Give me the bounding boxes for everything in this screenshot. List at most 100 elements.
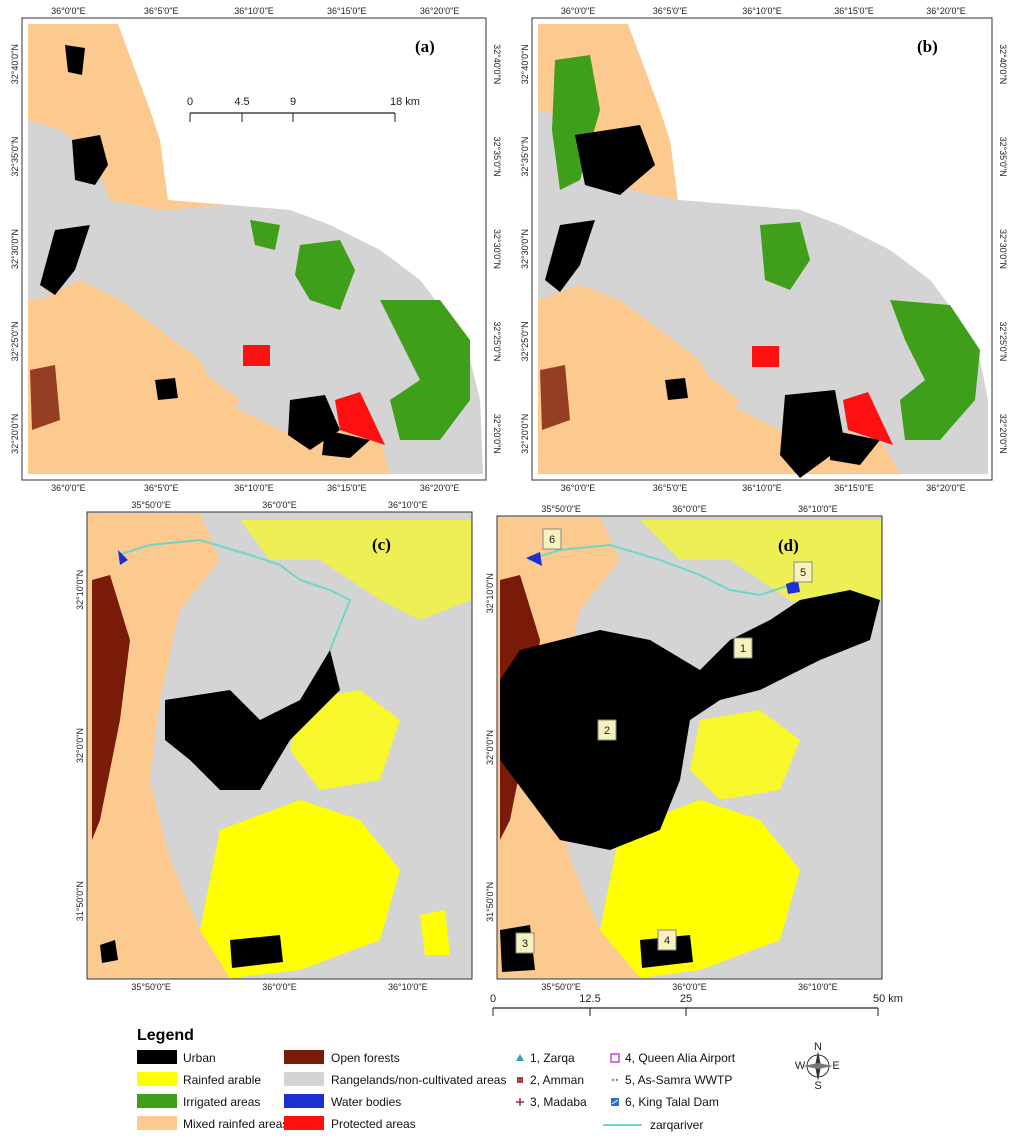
panel-a-protected: [243, 345, 270, 366]
panel-b-urban: [830, 430, 880, 465]
panel-c-left-tick: 32°10'0"N: [75, 570, 85, 610]
compass-w: W: [795, 1060, 806, 1072]
compass-n: N: [814, 1041, 822, 1053]
panel-a-irrigated: [380, 300, 470, 440]
panel-a-left-tick: 32°40'0"N: [10, 44, 20, 84]
scale-d-1: 12.5: [579, 993, 600, 1005]
panel-d-water: [786, 580, 800, 594]
legend-swatch: [137, 1116, 177, 1130]
legend-class-label: Rainfed arable: [183, 1073, 261, 1087]
panel-a-mixed-patch: [50, 330, 240, 450]
site-badge-1: 1: [733, 637, 753, 659]
legend-title: Legend: [137, 1027, 194, 1044]
site-badge-3: 3: [515, 932, 535, 954]
panel-c-forest: [92, 575, 130, 840]
panel-b-mixed-patch: [560, 330, 740, 450]
panel-c-bottom-tick: 35°50'0"E: [131, 982, 171, 992]
panel-c-top-tick: 36°0'0"E: [262, 500, 297, 510]
square-outline-icon: [610, 1053, 620, 1063]
panel-c-rainfed: [290, 690, 400, 790]
scale-a-2: 9: [290, 96, 296, 108]
panel-a-label: (a): [415, 37, 435, 56]
panel-b-left-tick: 32°25'0"N: [520, 321, 530, 361]
panel-a-right-tick: 32°30'0"N: [492, 229, 502, 269]
panel-d-rainfed: [640, 520, 881, 620]
panel-a-right-tick: 32°35'0"N: [492, 137, 502, 177]
site-badge-4: 4: [657, 929, 677, 951]
panel-c-rainfed: [200, 800, 400, 978]
panel-d-bottom-tick: 36°10'0"E: [798, 982, 838, 992]
panel-a-left-tick: 32°35'0"N: [10, 137, 20, 177]
panel-a-irrigated: [295, 240, 355, 310]
site-badge-3-label: 3: [522, 938, 528, 950]
legend-site-label: 1, Zarqa: [530, 1051, 575, 1065]
north-arrow-icon: N S E W: [795, 1041, 840, 1092]
panel-c-bottom-tick: 36°10'0"E: [388, 982, 428, 992]
legend-swatch: [284, 1072, 324, 1086]
panel-d-zarqa-river: [527, 543, 791, 597]
panel-c-rainfed: [420, 910, 450, 955]
panel-c-label: (c): [372, 535, 391, 554]
panel-a-bottom-tick: 36°20'0"E: [420, 483, 460, 493]
panel-a-left-tick: 32°30'0"N: [10, 229, 20, 269]
panel-c-bottom-tick: 36°0'0"E: [262, 982, 297, 992]
legend-class-label: Rangelands/non-cultivated areas: [331, 1073, 506, 1087]
legend-swatch: [137, 1094, 177, 1108]
panel-d-water: [526, 552, 542, 566]
panel-a-bottom-tick: 36°5'0"E: [144, 483, 179, 493]
panel-d-urban: [500, 590, 880, 850]
scale-a-0: 0: [187, 96, 193, 108]
panel-d-bottom-tick: 36°0'0"E: [672, 982, 707, 992]
site-badge-2: 2: [597, 719, 617, 741]
site-badge-6-label: 6: [549, 534, 555, 546]
panel-a-top-tick: 36°10'0"E: [234, 6, 274, 16]
dots-icon: [611, 1078, 619, 1082]
panel-b-top-tick: 36°5'0"E: [653, 6, 688, 16]
panel-c-rainfed: [240, 520, 471, 620]
scale-d-0: 0: [490, 993, 496, 1005]
legend-site-label: 6, King Talal Dam: [625, 1095, 719, 1109]
panel-b-bottom-tick: 36°15'0"E: [834, 483, 874, 493]
square-icon: [517, 1077, 523, 1083]
panel-b-top-tick: 36°15'0"E: [834, 6, 874, 16]
compass-e: E: [832, 1060, 839, 1072]
panel-a-protected: [335, 392, 385, 445]
map-panel-a: 0 4.5 9 18 km (a): [21, 17, 487, 481]
panel-b-top-tick: 36°20'0"E: [926, 6, 966, 16]
panel-b-irrigated: [552, 55, 600, 190]
triangle-icon: [516, 1054, 524, 1061]
panel-a-top-tick: 36°20'0"E: [420, 6, 460, 16]
panel-a-urban: [65, 45, 85, 75]
panel-b-urban: [665, 378, 688, 400]
panel-a-forest: [30, 365, 60, 430]
panel-b-right-tick: 32°35'0"N: [998, 137, 1008, 177]
panel-a-urban: [155, 378, 178, 400]
panel-d-rainfed: [690, 710, 800, 800]
map-panel-c: (c): [86, 511, 473, 980]
legend-site-label: 4, Queen Alia Airport: [625, 1051, 736, 1065]
panel-a-bottom-tick: 36°10'0"E: [234, 483, 274, 493]
legend-swatch: [284, 1094, 324, 1108]
panel-b-bottom-tick: 36°20'0"E: [926, 483, 966, 493]
coordinate-labels: 36°0'0"E 36°5'0"E 36°10'0"E 36°15'0"E 36°20'…: [10, 6, 1008, 992]
panel-b-left-tick: 32°40'0"N: [520, 44, 530, 84]
scale-a-3: 18 km: [390, 96, 420, 108]
dam-icon: [611, 1098, 619, 1106]
panel-b-bottom-tick: 36°0'0"E: [561, 483, 596, 493]
legend-swatch: [284, 1050, 324, 1064]
panel-a-left-tick: 32°25'0"N: [10, 321, 20, 361]
panel-b-bottom-tick: 36°5'0"E: [653, 483, 688, 493]
legend-class-label: Water bodies: [331, 1095, 401, 1109]
panel-b-forest: [540, 365, 570, 430]
panel-d-top-tick: 36°0'0"E: [672, 504, 707, 514]
panel-b-urban: [575, 125, 655, 195]
legend: Legend Urban Rainfed arable Irrigated area…: [137, 1027, 840, 1132]
panel-c-water: [118, 550, 128, 565]
site-badge-5-label: 5: [800, 567, 806, 579]
panel-a-left-tick: 32°20'0"N: [10, 414, 20, 454]
panel-b-protected: [752, 346, 779, 367]
scale-a-1: 4.5: [234, 96, 249, 108]
panel-a-rangeland: [28, 120, 483, 474]
legend-river: zarqariver: [603, 1118, 703, 1132]
